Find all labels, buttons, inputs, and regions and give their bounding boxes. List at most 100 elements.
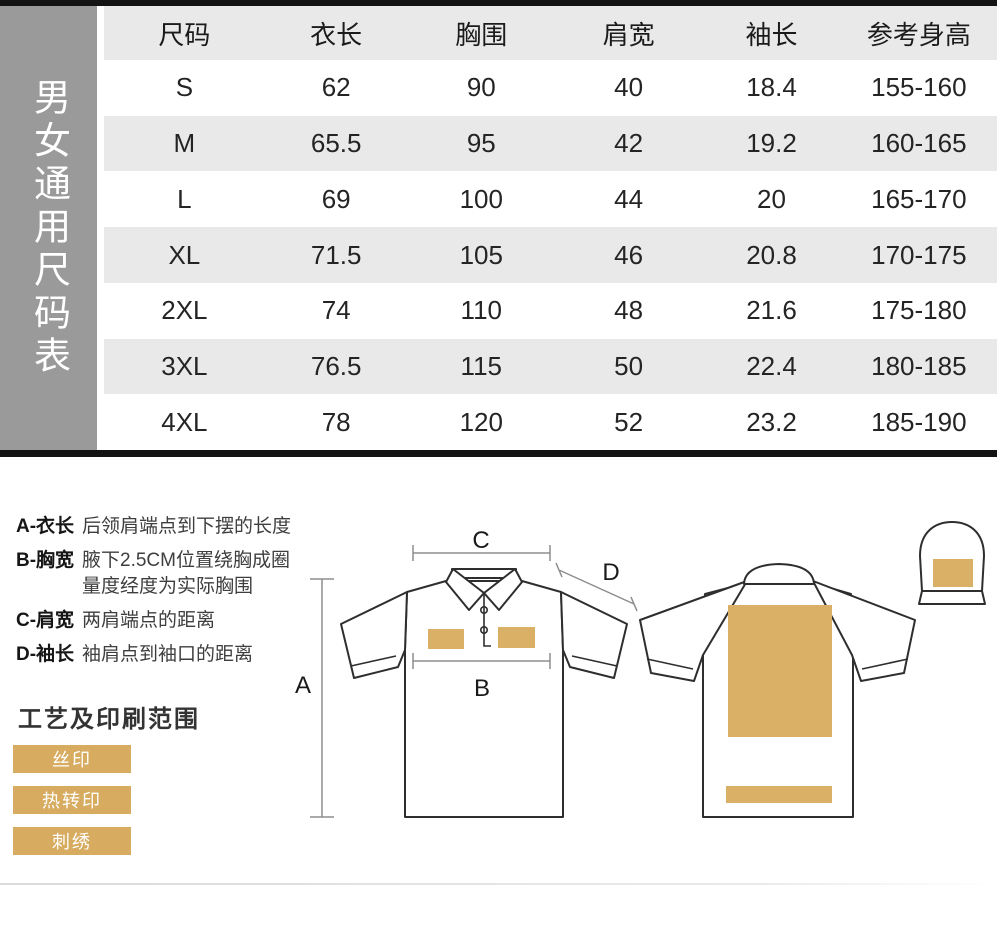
table-cell: 48 — [614, 295, 644, 326]
table-cell: 44 — [614, 183, 644, 214]
table-cell: 170-175 — [871, 239, 967, 270]
measure-line-D — [555, 562, 638, 612]
measure-label-B: B — [474, 675, 490, 702]
measure-guide-item: A-衣长 后领肩端点到下摆的长度 — [16, 514, 316, 540]
table-cell: 52 — [614, 406, 644, 437]
measure-guide-item: B-胸宽 腋下2.5CM位置绕胸成圈 量度经度为实际胸围 — [16, 548, 316, 600]
table-cell: 78 — [321, 406, 351, 437]
top-border-bar — [0, 0, 997, 6]
print-method-list: 丝印 热转印 刺绣 — [13, 745, 131, 868]
table-cell: 18.4 — [746, 72, 797, 103]
chest-print-area-left — [428, 629, 464, 649]
sidebar: 男女通用尺码表 — [0, 6, 97, 450]
table-row: M 65.5 95 42 19.2 160-165 — [104, 115, 997, 172]
sleeve-cuff-band — [918, 590, 986, 605]
sleeve-print-diagram — [918, 521, 986, 605]
table-cell: 74 — [321, 295, 351, 326]
table-cell: 185-190 — [871, 406, 967, 437]
table-cell: 3XL — [161, 350, 208, 381]
table-row: 2XL 74 110 48 21.6 175-180 — [104, 283, 997, 339]
placket-line — [483, 594, 491, 647]
table-cell: 4XL — [161, 406, 208, 437]
shirt-front-diagram — [340, 568, 628, 818]
front-left-sleeve — [340, 591, 408, 679]
table-cell: 155-160 — [871, 72, 967, 103]
placket-button — [479, 626, 488, 635]
size-chart-section: 男女通用尺码表 尺码 衣长 胸围 肩宽 袖长 参考身高 S 62 90 40 18.4 155-16… — [0, 0, 997, 457]
front-collar-right-wing — [483, 568, 523, 611]
table-body: S 62 90 40 18.4 155-160 M 65.5 95 42 19.2 160-165 L 6… — [104, 60, 997, 450]
table-row: S 62 90 40 18.4 155-160 — [104, 60, 997, 116]
table-cell: 40 — [614, 72, 644, 103]
print-method-badge: 刺绣 — [13, 827, 131, 855]
table-cell: 110 — [460, 295, 502, 326]
shirt-back-diagram — [639, 563, 916, 818]
front-left-cuff-line — [350, 655, 397, 667]
back-collar — [743, 563, 815, 585]
print-section-title: 工艺及印刷范围 — [18, 706, 200, 733]
column-header: 肩宽 — [602, 19, 655, 50]
table-row: 4XL 78 120 52 23.2 185-190 — [104, 394, 997, 450]
table-cell: 62 — [321, 72, 351, 103]
table-cell: S — [175, 72, 194, 103]
back-print-area — [728, 605, 832, 737]
measure-term-label: B-胸宽 — [16, 550, 75, 571]
bottom-border-bar — [0, 450, 997, 457]
measure-label-C: C — [472, 527, 489, 554]
front-right-cuff-line — [571, 655, 618, 667]
table-row: XL 71.5 105 46 20.8 170-175 — [104, 227, 997, 283]
table-cell: 120 — [459, 406, 503, 437]
back-bottom-print-strip — [726, 786, 832, 803]
print-method-badge: 丝印 — [13, 745, 131, 773]
table-cell: 160-165 — [871, 128, 967, 159]
column-header: 袖长 — [745, 19, 798, 50]
table-cell: 42 — [614, 128, 644, 159]
table-cell: 76.5 — [310, 350, 362, 381]
measure-term-label: C-肩宽 — [16, 610, 75, 631]
back-right-sleeve — [812, 580, 916, 682]
measure-term-description: 袖肩点到袖口的距离 — [82, 644, 254, 665]
table-cell: L — [177, 183, 192, 214]
shirt-measurement-diagram: C B A D — [295, 521, 986, 818]
size-table: 尺码 衣长 胸围 肩宽 袖长 参考身高 S 62 90 40 18.4 155-160 M 65.5 95… — [104, 6, 997, 450]
measure-line-A — [310, 578, 334, 818]
table-cell: M — [173, 128, 196, 159]
measure-guide: A-衣长 后领肩端点到下摆的长度 B-胸宽 腋下2.5CM位置绕胸成圈 量度经度为实际… — [16, 514, 316, 676]
column-header: 胸围 — [455, 19, 508, 50]
measure-term-description: 两肩端点的距离 — [82, 610, 216, 631]
table-cell: 50 — [614, 350, 644, 381]
table-cell: 65.5 — [310, 128, 362, 159]
table-cell: 2XL — [161, 295, 208, 326]
chest-print-area-right — [498, 627, 535, 648]
measure-term-label: A-衣长 — [16, 516, 75, 537]
placket-button — [479, 606, 488, 615]
back-right-cuff-line — [861, 658, 909, 670]
table-cell: 180-185 — [871, 350, 967, 381]
measure-label-D: D — [602, 559, 619, 586]
measure-term-description: 后领肩端点到下摆的长度 — [82, 516, 292, 537]
sidebar-title: 男女通用尺码表 — [28, 77, 70, 379]
table-row: L 69 100 44 20 165-170 — [104, 171, 997, 227]
table-cell: 19.2 — [746, 128, 797, 159]
table-cell: 23.2 — [746, 406, 797, 437]
back-left-sleeve — [639, 580, 748, 682]
table-cell: 20 — [757, 183, 786, 214]
measure-line-C — [412, 545, 551, 561]
measure-guide-item: C-肩宽 两肩端点的距离 — [16, 608, 316, 634]
table-cell: 165-170 — [871, 183, 967, 214]
table-cell: 71.5 — [310, 239, 362, 270]
table-cell: 115 — [460, 350, 502, 381]
print-method-badge: 热转印 — [13, 786, 131, 814]
front-right-sleeve — [560, 591, 628, 679]
column-header: 尺码 — [158, 19, 211, 50]
table-cell: 105 — [459, 239, 503, 270]
measure-term-description: 腋下2.5CM位置绕胸成圈 量度经度为实际胸围 — [82, 550, 290, 597]
table-cell: 46 — [614, 239, 644, 270]
table-cell: 95 — [466, 128, 496, 159]
measurement-lines: C B A D — [295, 527, 638, 818]
back-left-cuff-line — [646, 658, 694, 670]
measure-line-B — [412, 653, 551, 669]
column-header: 参考身高 — [866, 19, 971, 50]
table-cell: XL — [168, 239, 201, 270]
